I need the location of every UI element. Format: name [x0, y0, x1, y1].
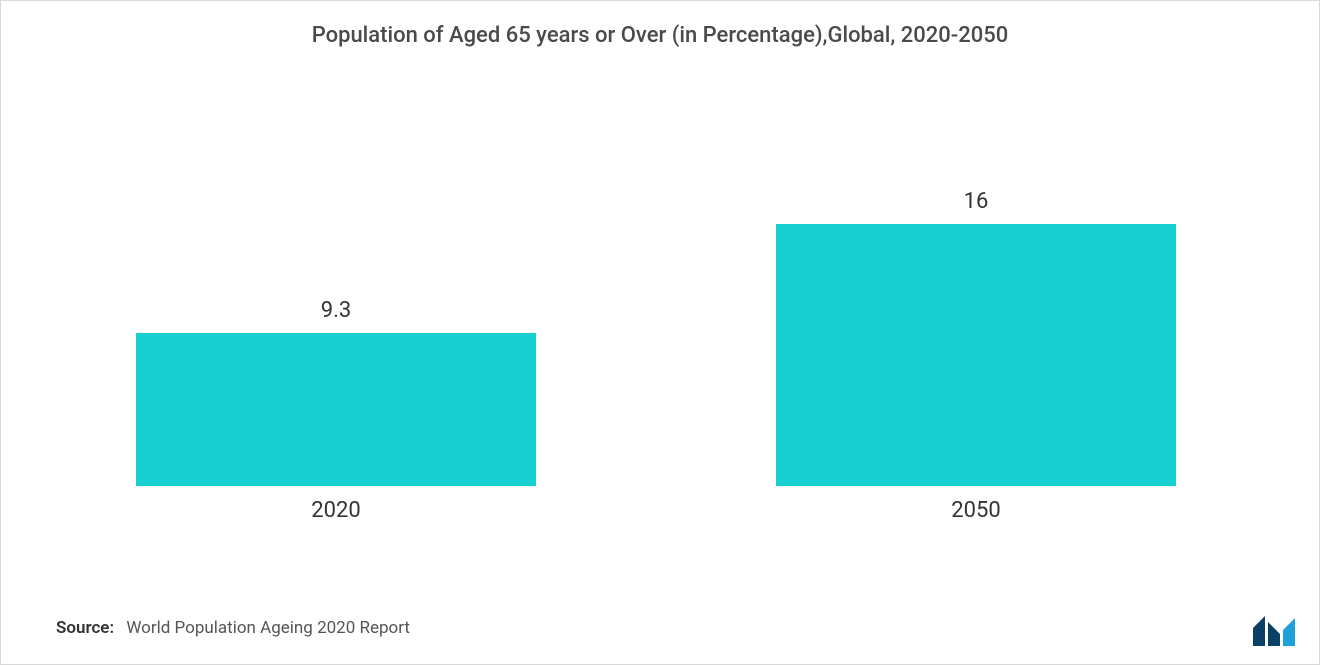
source-label: Source: [56, 618, 114, 638]
bar-category-label: 2020 [136, 498, 536, 523]
chart-title: Population of Aged 65 years or Over (in … [1, 1, 1319, 48]
bar-category-label: 2050 [776, 498, 1176, 523]
source-footer: Source: World Population Ageing 2020 Rep… [56, 618, 410, 638]
bar-group: 9.3 2020 [136, 298, 536, 486]
brand-logo-icon [1253, 614, 1297, 646]
chart-plot-area: 9.3 2020 16 2050 [1, 58, 1319, 528]
source-text: World Population Ageing 2020 Report [126, 618, 410, 638]
bar-value-label: 16 [776, 189, 1176, 214]
bar-value-label: 9.3 [136, 298, 536, 323]
bar-group: 16 2050 [776, 189, 1176, 486]
bar [776, 224, 1176, 486]
bar [136, 333, 536, 486]
